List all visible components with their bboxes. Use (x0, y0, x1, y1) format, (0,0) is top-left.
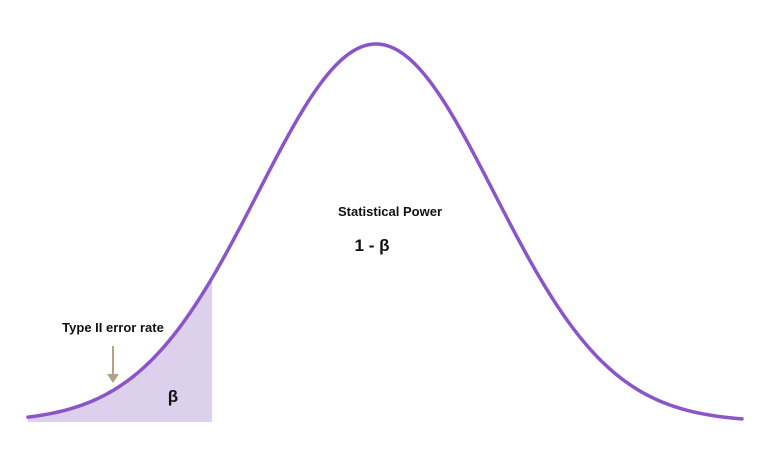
power-title: Statistical Power (338, 204, 442, 219)
beta-shaded-region (28, 278, 212, 422)
power-formula: 1 - β (355, 236, 390, 255)
type2-error-label: Type II error rate (62, 320, 164, 335)
beta-symbol: β (168, 387, 178, 406)
arrow-down-icon (107, 346, 119, 383)
distribution-curve (26, 42, 744, 421)
